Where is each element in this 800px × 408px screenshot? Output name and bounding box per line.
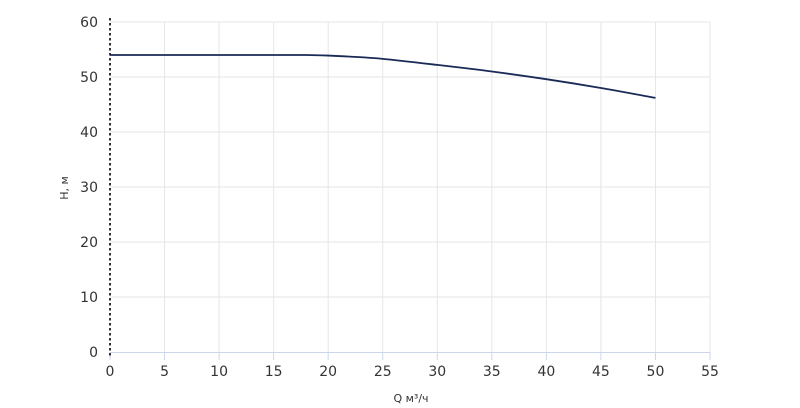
y-axis-title: H, м — [58, 176, 71, 200]
x-tick-labels: 0 5 10 15 20 25 30 35 40 45 50 55 — [106, 364, 719, 380]
axes — [109, 18, 711, 360]
x-tick-label: 0 — [106, 364, 115, 380]
y-tick-label: 0 — [89, 345, 98, 361]
x-tick-label: 15 — [265, 364, 283, 380]
y-tick-label: 30 — [80, 180, 98, 196]
y-tick-label: 60 — [80, 15, 98, 31]
x-tick-label: 20 — [319, 364, 337, 380]
x-tick-label: 5 — [160, 364, 169, 380]
x-tick-label: 30 — [428, 364, 446, 380]
x-tick-label: 10 — [210, 364, 228, 380]
y-tick-label: 40 — [80, 125, 98, 141]
grid-lines — [110, 21, 711, 352]
y-tick-label: 20 — [80, 235, 98, 251]
x-tick-label: 50 — [647, 364, 665, 380]
series-line — [110, 54, 656, 99]
x-tick-label: 35 — [483, 364, 501, 380]
x-tick-label: 55 — [701, 364, 719, 380]
x-tick-label: 25 — [374, 364, 392, 380]
y-tick-label: 10 — [80, 290, 98, 306]
x-tick-label: 45 — [592, 364, 610, 380]
y-tick-labels: 0 10 20 30 40 50 60 — [80, 15, 98, 361]
x-tick-label: 40 — [537, 364, 555, 380]
y-tick-label: 50 — [80, 70, 98, 86]
plot-area — [110, 54, 656, 99]
x-axis-title: Q м³/ч — [393, 392, 428, 405]
